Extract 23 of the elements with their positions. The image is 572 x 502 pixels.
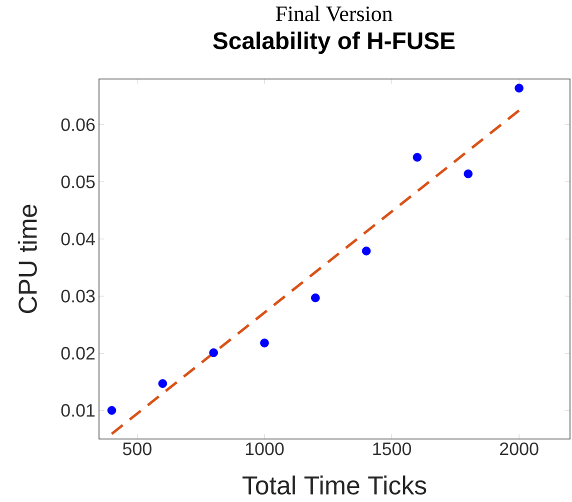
x-axis-title: Total Time Ticks — [242, 476, 426, 495]
y-tick-label: 0.02 — [61, 346, 95, 360]
x-tick-label: 2000 — [500, 442, 538, 456]
point — [260, 338, 269, 348]
point — [107, 406, 116, 415]
x-tick-label: 1500 — [373, 442, 412, 456]
point — [158, 379, 168, 388]
point — [464, 169, 473, 178]
point — [311, 293, 320, 302]
x-tick-label: 500 — [122, 442, 152, 456]
y-axis-title: CPU time — [18, 204, 37, 314]
y-tick-label: 0.05 — [61, 175, 95, 188]
x-tick-label: 1000 — [246, 442, 284, 456]
point — [209, 348, 218, 358]
y-tick-label: 0.03 — [61, 290, 95, 302]
y-tick-label: 0.06 — [61, 118, 95, 132]
chart-subtitle: Final Version — [276, 6, 392, 22]
y-tick-label: 0.01 — [61, 404, 95, 417]
point — [412, 152, 422, 162]
point — [362, 246, 371, 256]
chart-title: Scalability of H-FUSE — [213, 32, 455, 54]
point — [514, 84, 524, 93]
y-tick-label: 0.04 — [61, 232, 95, 246]
